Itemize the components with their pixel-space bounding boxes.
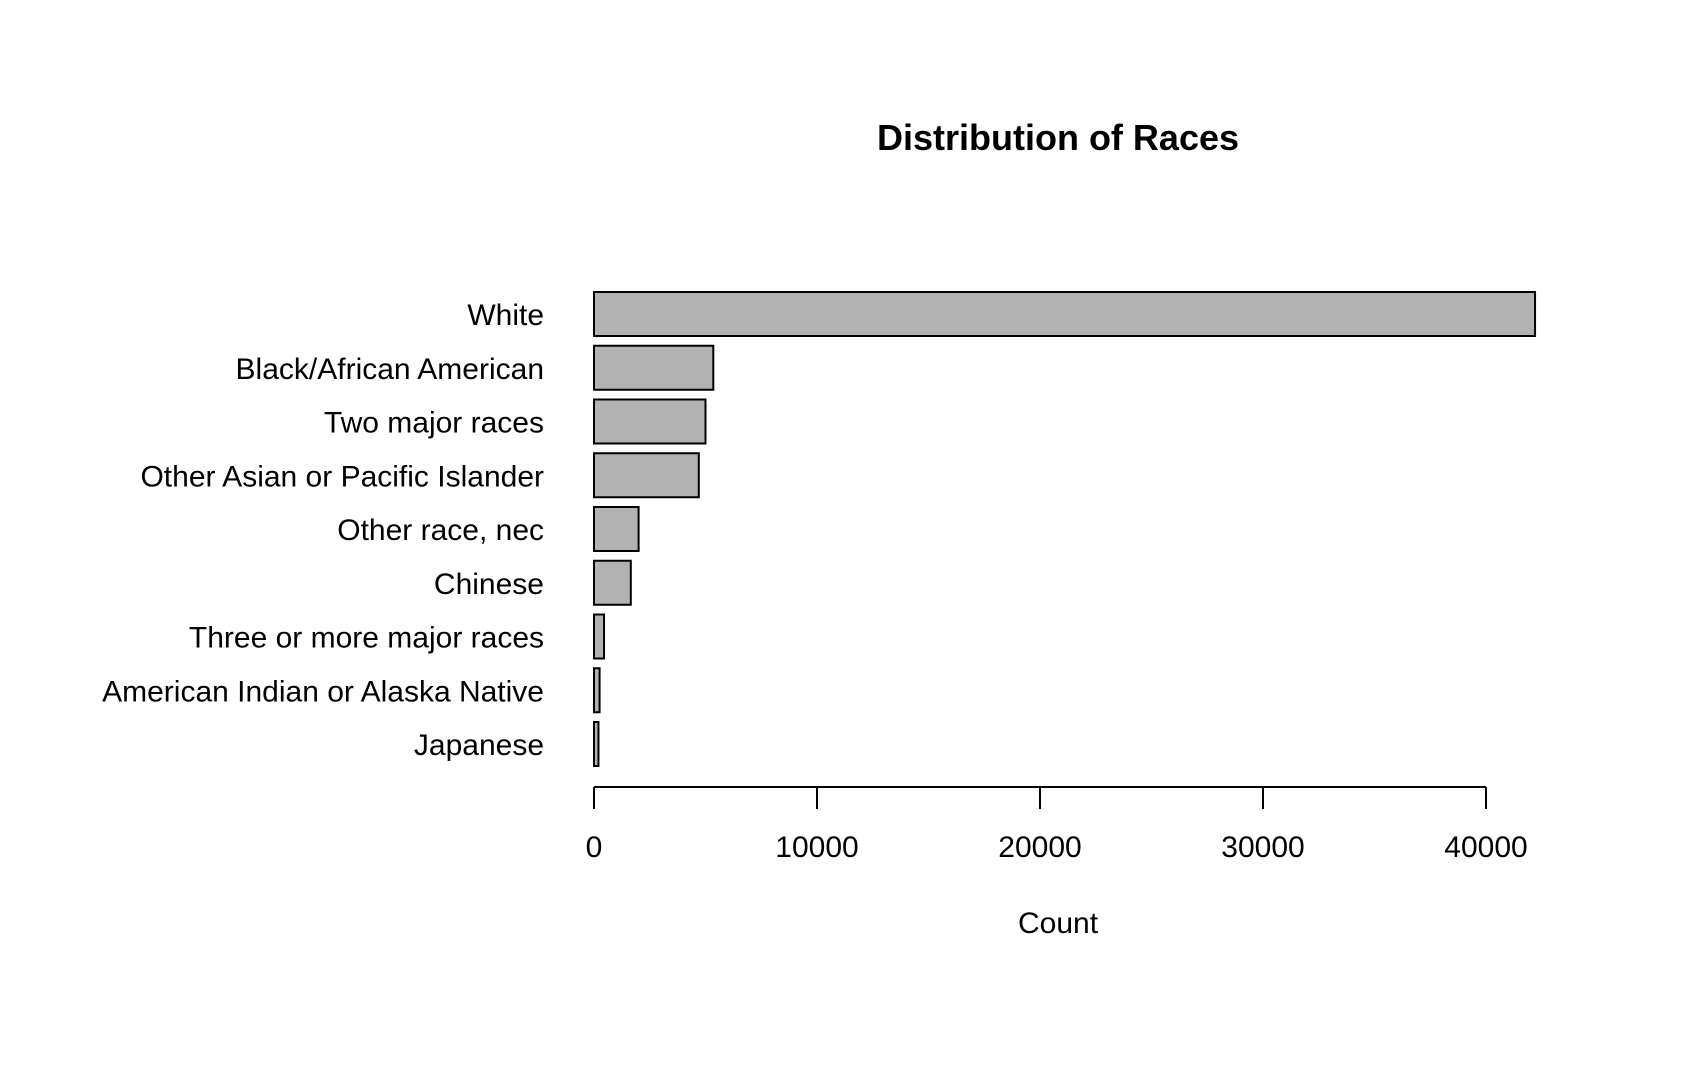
category-label-white: White [467,299,544,332]
x-tick-label-0: 0 [586,831,603,864]
bar-other-asian-or-pacific-islander [593,452,700,499]
bar-chinese [593,559,632,606]
category-label-two-major-races: Two major races [324,407,544,440]
category-label-japanese: Japanese [414,729,544,762]
x-tick-label-20000: 20000 [998,831,1081,864]
bar-black-african-american [593,344,715,391]
category-label-american-indian-or-alaska-native: American Indian or Alaska Native [102,675,544,708]
category-label-black-african-american: Black/African American [236,353,544,386]
category-label-other-race-nec: Other race, nec [337,514,544,547]
bar-two-major-races [593,398,707,445]
category-labels: White Black/African American Two major rac… [102,299,544,762]
bar-japanese [593,721,600,767]
bar-other-race-nec [593,506,640,552]
bar-three-or-more-major-races [593,613,606,660]
category-label-other-asian-or-pacific-islander: Other Asian or Pacific Islander [140,460,544,493]
bar-american-indian-or-alaska-native [593,667,601,714]
x-tick-label-10000: 10000 [775,831,858,864]
bars-group [593,291,1537,767]
x-axis-label: Count [1018,907,1099,940]
x-axis: 0 10000 20000 30000 40000 [586,786,1528,864]
x-tick-label-40000: 40000 [1444,831,1527,864]
chart-title: Distribution of Races [877,117,1239,158]
bar-white [593,291,1537,337]
category-label-chinese: Chinese [434,568,544,601]
category-label-three-or-more-major-races: Three or more major races [189,622,544,655]
x-tick-label-30000: 30000 [1221,831,1304,864]
